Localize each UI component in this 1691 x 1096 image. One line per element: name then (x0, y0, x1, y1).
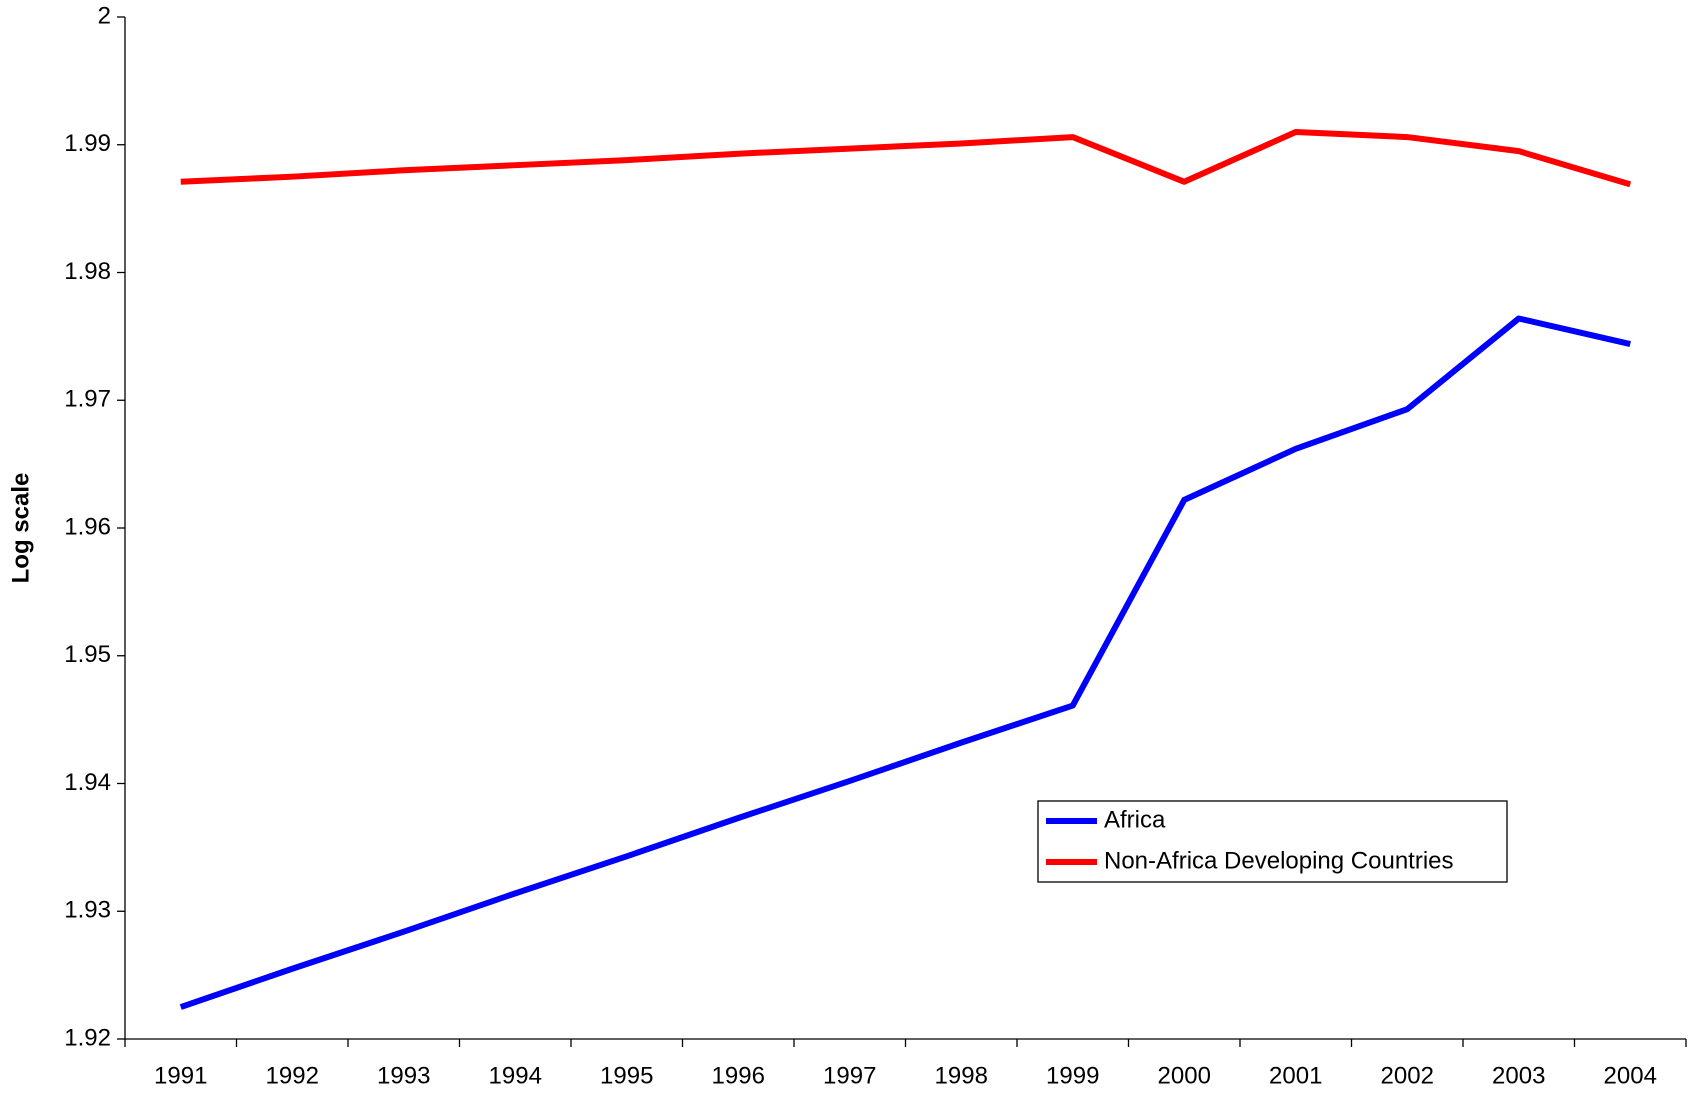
x-tick-label: 1993 (377, 1062, 430, 1089)
x-tick-label: 1997 (823, 1062, 876, 1089)
x-tick-label: 2001 (1269, 1062, 1322, 1089)
series-line (180, 128, 1632, 188)
series-line (179, 315, 1631, 1010)
y-tick-label: 1.99 (64, 130, 111, 157)
y-tick-label: 1.92 (64, 1024, 111, 1051)
x-tick-label: 1998 (935, 1062, 988, 1089)
legend-label: Non-Africa Developing Countries (1104, 847, 1454, 874)
y-tick-label: 1.95 (64, 641, 111, 668)
x-tick-label: 1991 (154, 1062, 207, 1089)
y-axis-label: Log scale (7, 473, 34, 584)
y-tick-label: 1.94 (64, 769, 111, 796)
x-tick-label: 2003 (1492, 1062, 1545, 1089)
x-tick-label: 1996 (712, 1062, 765, 1089)
y-tick-label: 1.97 (64, 386, 111, 413)
x-tick-label: 1999 (1046, 1062, 1099, 1089)
x-tick-label: 1994 (489, 1062, 542, 1089)
legend-box (1037, 800, 1508, 883)
legend-label: Africa (1104, 806, 1166, 833)
x-tick-label: 2002 (1381, 1062, 1434, 1089)
y-tick-label: 2 (98, 2, 111, 29)
x-tick-label: 1992 (266, 1062, 319, 1089)
x-tick-label: 2004 (1604, 1062, 1657, 1089)
y-tick-label: 1.96 (64, 513, 111, 540)
y-tick-label: 1.98 (64, 258, 111, 285)
y-tick-label: 1.93 (64, 897, 111, 924)
x-tick-label: 2000 (1158, 1062, 1211, 1089)
x-tick-label: 1995 (600, 1062, 653, 1089)
